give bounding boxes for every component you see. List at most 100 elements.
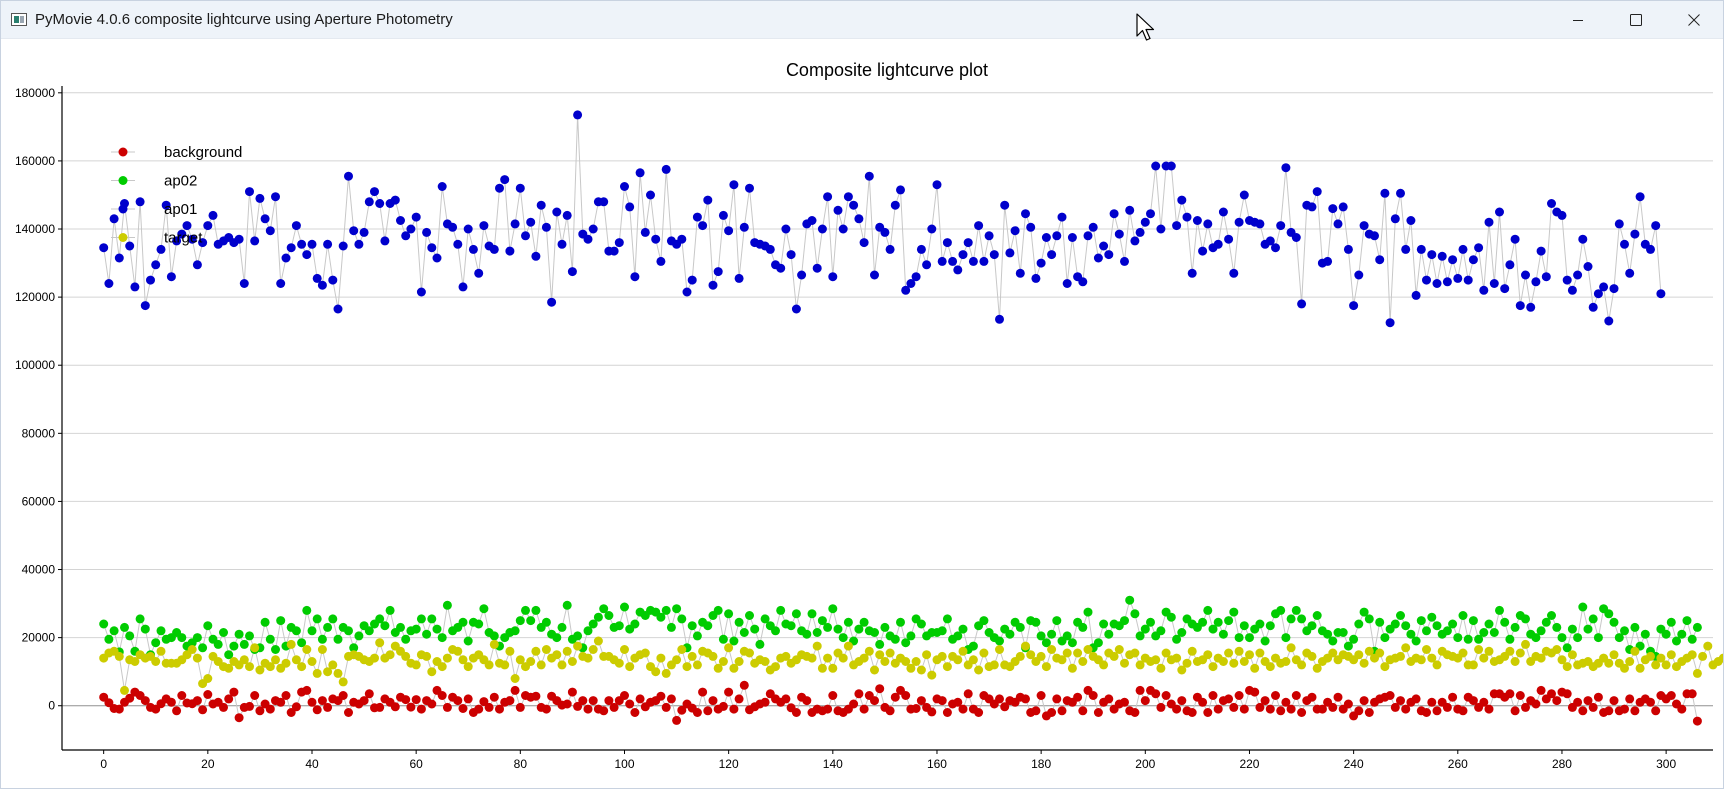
data-point: [140, 301, 150, 311]
data-point: [1338, 202, 1348, 212]
close-button[interactable]: [1665, 1, 1723, 39]
data-point: [1104, 629, 1114, 639]
data-point: [1630, 229, 1640, 239]
data-point: [1041, 662, 1051, 672]
data-point: [890, 634, 900, 644]
data-point: [854, 689, 864, 699]
data-point: [1562, 275, 1572, 285]
data-point: [927, 224, 937, 234]
data-point: [1078, 706, 1088, 716]
data-point: [724, 609, 734, 619]
data-point: [349, 643, 359, 653]
data-point: [448, 222, 458, 232]
data-point: [1161, 691, 1171, 700]
data-point: [833, 624, 843, 634]
data-point: [1093, 638, 1103, 648]
data-point: [1484, 704, 1494, 714]
data-point: [1218, 207, 1228, 217]
data-point: [1646, 651, 1655, 661]
data-point: [911, 272, 921, 282]
data-point: [135, 614, 145, 624]
data-point: [255, 193, 265, 203]
data-point: [1156, 663, 1166, 673]
data-point: [630, 708, 640, 717]
data-point: [1479, 653, 1489, 663]
data-point: [317, 645, 327, 654]
data-point: [219, 628, 228, 637]
maximize-button[interactable]: [1607, 1, 1665, 39]
data-point: [771, 626, 780, 636]
data-point: [1208, 691, 1218, 700]
data-point: [963, 689, 973, 699]
y-tick-label: 160000: [15, 154, 55, 168]
data-point: [1234, 633, 1244, 643]
data-point: [677, 614, 687, 624]
data-point: [1521, 639, 1530, 649]
lightcurve-chart[interactable]: Composite lightcurve plot 02000040000600…: [1, 39, 1724, 789]
data-point: [661, 164, 671, 174]
data-point: [1359, 696, 1369, 706]
data-point: [1229, 268, 1239, 278]
data-point: [901, 638, 911, 648]
data-point: [1562, 662, 1572, 672]
data-point: [396, 622, 405, 632]
data-point: [672, 715, 682, 725]
data-point: [1276, 605, 1286, 615]
data-point: [114, 253, 124, 263]
data-point: [489, 639, 499, 649]
data-point: [786, 250, 796, 260]
data-point: [1021, 209, 1030, 219]
data-point: [1291, 233, 1301, 242]
data-point: [1323, 629, 1333, 639]
data-point: [1614, 219, 1624, 229]
data-point: [291, 702, 301, 712]
data-point: [156, 626, 166, 636]
data-point: [281, 253, 291, 263]
title-bar[interactable]: PyMovie 4.0.6 composite lightcurve using…: [1, 1, 1723, 39]
data-point: [1239, 657, 1249, 666]
data-point: [557, 660, 567, 670]
data-point: [1166, 612, 1176, 622]
data-point: [1203, 650, 1213, 660]
data-point: [260, 617, 270, 627]
data-point: [995, 645, 1004, 654]
data-point: [1646, 244, 1655, 254]
data-point: [1286, 614, 1296, 624]
data-point: [1067, 663, 1077, 673]
data-point: [505, 696, 515, 706]
data-point: [656, 612, 666, 622]
data-point: [1463, 275, 1473, 285]
data-point: [1312, 187, 1322, 197]
data-point: [1333, 692, 1343, 702]
data-point: [338, 691, 348, 700]
data-point: [338, 677, 348, 687]
data-point: [182, 221, 192, 231]
data-point: [567, 267, 577, 277]
data-point: [692, 212, 702, 222]
data-point: [276, 279, 286, 288]
data-point: [838, 224, 848, 234]
data-point: [760, 614, 770, 624]
data-point: [1604, 658, 1614, 668]
data-point: [219, 702, 228, 712]
data-point: [849, 699, 859, 709]
data-point: [573, 701, 583, 711]
data-point: [1172, 221, 1182, 231]
legend-label-ap02: ap02: [164, 173, 197, 190]
data-point: [1583, 696, 1593, 706]
data-point: [1125, 595, 1135, 605]
data-point: [411, 660, 421, 670]
data-point: [302, 685, 312, 695]
data-point: [1234, 217, 1244, 227]
data-point: [588, 645, 598, 654]
minimize-button[interactable]: [1549, 1, 1607, 39]
legend[interactable]: background ap02 ap01 target: [111, 144, 242, 247]
data-point: [1218, 629, 1228, 639]
data-point: [213, 639, 223, 649]
data-point: [265, 662, 275, 672]
data-point: [828, 604, 838, 614]
plot-area[interactable]: Composite lightcurve plot 0 20000 40000 600…: [1, 39, 1724, 789]
data-point: [109, 214, 119, 224]
data-point: [745, 648, 754, 658]
